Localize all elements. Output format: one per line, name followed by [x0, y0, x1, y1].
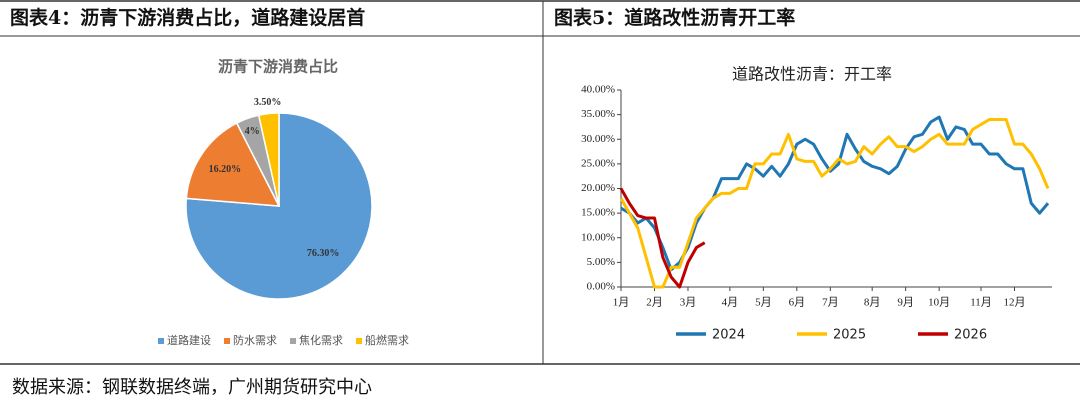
chart-title: 沥青下游消费占比 — [218, 58, 338, 76]
x-tick-label: 2月 — [646, 297, 663, 309]
data-label: 3.50% — [254, 97, 282, 108]
legend-label: 船燃需求 — [365, 333, 409, 347]
legend-swatch — [158, 338, 164, 344]
y-tick-label: 10.00% — [581, 231, 615, 243]
legend-label: 2024 — [712, 328, 745, 343]
y-tick-label: 30.00% — [581, 133, 615, 145]
data-label: 4% — [245, 126, 260, 137]
y-tick-label: 40.00% — [581, 84, 615, 96]
legend-label: 防水需求 — [233, 333, 277, 347]
x-tick-label: 12月 — [1004, 297, 1026, 309]
legend-swatch — [356, 338, 362, 344]
x-tick-label: 6月 — [789, 297, 806, 309]
y-tick-label: 15.00% — [581, 207, 615, 219]
x-tick-label: 3月 — [680, 297, 697, 309]
series-line — [619, 187, 706, 289]
x-tick-label: 7月 — [822, 297, 839, 309]
y-tick-label: 20.00% — [581, 182, 615, 194]
x-tick-label: 8月 — [864, 297, 881, 309]
x-tick-label: 5月 — [755, 297, 772, 309]
pie-slice — [185, 122, 281, 207]
x-tick-label: 9月 — [897, 297, 914, 309]
legend-label: 焦化需求 — [299, 333, 343, 347]
chart-title: 道路改性沥青：开工率 — [732, 65, 892, 84]
legend-swatch — [224, 338, 230, 344]
y-tick-label: 35.00% — [581, 108, 615, 120]
data-label: 76.30% — [307, 248, 340, 259]
legend-swatch — [290, 338, 296, 344]
panel-heading: 图表5：道路改性沥青开工率 — [554, 6, 795, 29]
pie-slice — [257, 112, 280, 207]
x-tick-label: 4月 — [722, 297, 739, 309]
panel-heading: 图表4：沥青下游消费占比，道路建设居首 — [10, 6, 365, 29]
pie-slice — [185, 112, 373, 300]
x-tick-label: 11月 — [970, 297, 992, 309]
y-tick-label: 5.00% — [587, 256, 615, 268]
series-line — [620, 115, 1050, 272]
x-tick-label: 1月 — [613, 297, 630, 309]
y-tick-label: 0.00% — [587, 281, 615, 293]
data-label: 16.20% — [209, 164, 242, 175]
legend-label: 道路建设 — [167, 333, 211, 347]
x-tick-label: 10月 — [928, 297, 950, 309]
legend-label: 2025 — [833, 328, 866, 343]
source-note: 数据来源：钢联数据终端，广州期货研究中心 — [12, 377, 372, 398]
legend-label: 2026 — [954, 328, 987, 343]
y-tick-label: 25.00% — [581, 157, 615, 169]
series-line — [619, 118, 1050, 289]
